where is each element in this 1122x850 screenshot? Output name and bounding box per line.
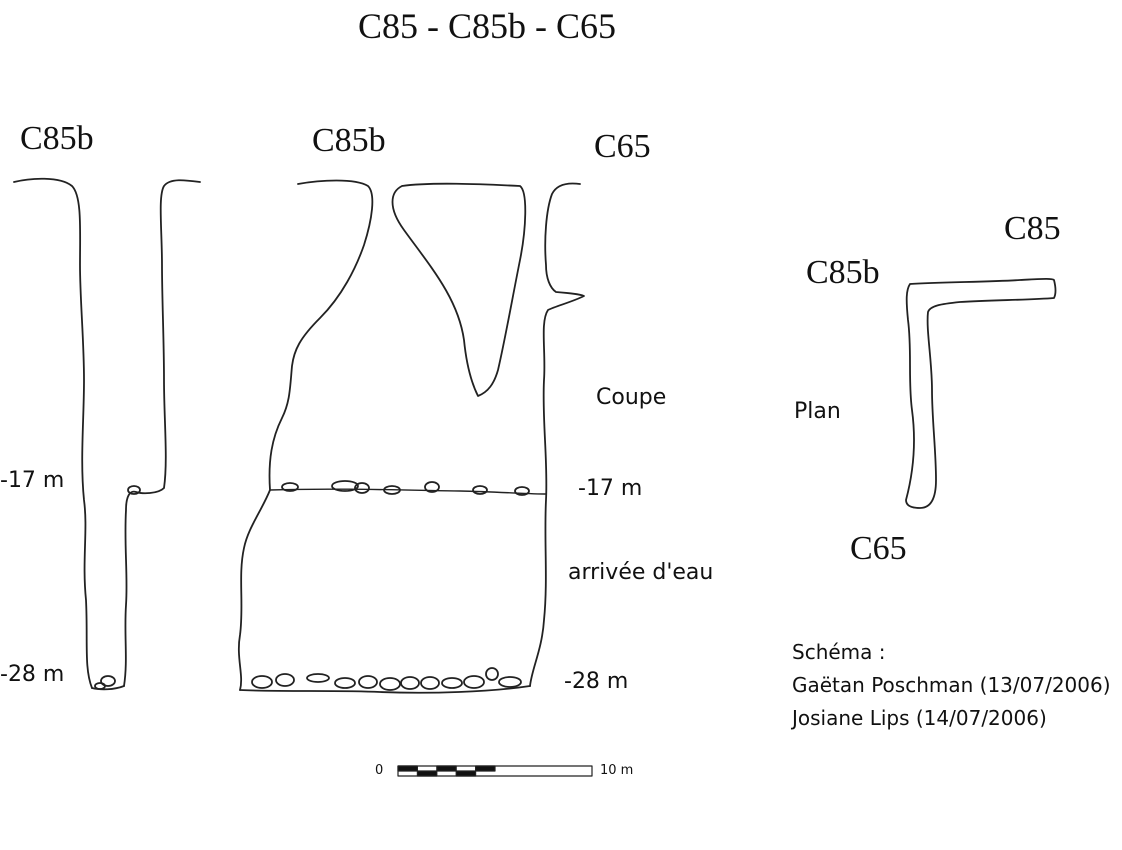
plan-label-c85b: C85b: [806, 254, 880, 291]
water-line-rock: [515, 487, 529, 495]
left-shaft-depth-28: -28 m: [0, 662, 65, 687]
plan-label-c65: C65: [850, 530, 907, 567]
water-level-line: [270, 489, 546, 494]
diagram-title: C85 - C85b - C65: [357, 6, 616, 46]
left-shaft-outline-right: [124, 180, 200, 686]
left-shaft-bottom-rock: [101, 676, 115, 686]
credits-author-1: Gaëtan Poschman (13/07/2006): [792, 673, 1111, 697]
credits-heading: Schéma :: [792, 640, 886, 664]
water-line-rock: [355, 483, 369, 493]
water-line-rock: [384, 486, 400, 494]
left-shaft-rock: [128, 486, 140, 494]
coupe-caption: Coupe: [596, 385, 667, 410]
plan-outline-outer: [906, 279, 1056, 508]
coupe-depth-28: -28 m: [564, 669, 629, 694]
floor-rocks: [252, 668, 521, 690]
water-line-rock: [332, 481, 358, 491]
water-line-rock: [282, 483, 298, 491]
water-inflow-note: arrivée d'eau: [568, 560, 714, 585]
water-line-rock: [425, 482, 439, 492]
plan-label-c85: C85: [1004, 210, 1061, 247]
left-shaft-outline-left: [14, 179, 92, 688]
scale-bar-start-label: 0: [375, 763, 384, 778]
credits-author-2: Josiane Lips (14/07/2006): [792, 706, 1047, 730]
left-shaft-depth-17: -17 m: [0, 468, 65, 493]
coupe-pendant-rock: [393, 184, 526, 396]
coupe-label-c85b: C85b: [312, 122, 386, 159]
left-shaft-bottom-rock: [95, 683, 105, 689]
left-shaft-label-c85b: C85b: [20, 120, 94, 157]
coupe-outline-right-wall: [530, 183, 584, 686]
plan-caption: Plan: [794, 399, 841, 424]
coupe-label-c65: C65: [594, 128, 651, 165]
scale-bar-graphic: [398, 766, 592, 776]
coupe-outline-left-wall: [239, 181, 373, 691]
coupe-depth-17: -17 m: [578, 476, 643, 501]
left-shaft-bottom: [92, 686, 124, 689]
water-line-rock: [473, 486, 487, 494]
coupe-outline-floor: [240, 686, 530, 693]
scale-bar-end-label: 10 m: [600, 763, 634, 778]
